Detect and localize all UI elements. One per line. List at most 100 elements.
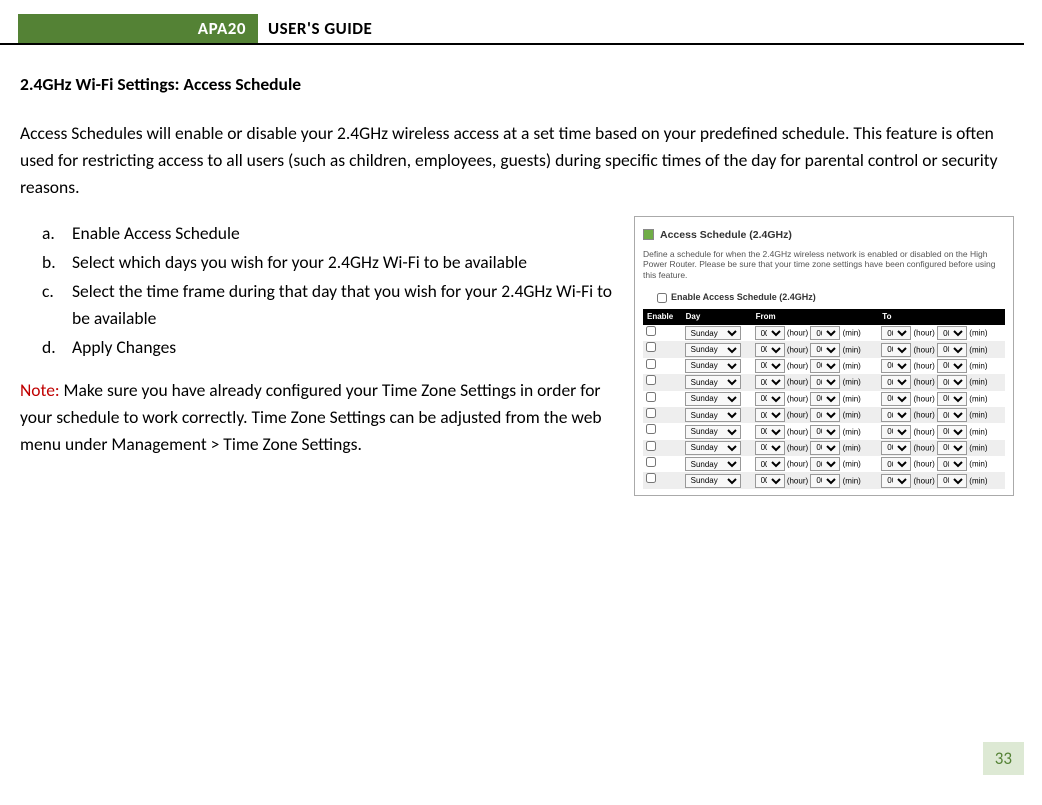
min-select[interactable]: 00 bbox=[937, 375, 967, 389]
note-paragraph: Note: Make sure you have already configu… bbox=[20, 377, 618, 458]
intro-paragraph: Access Schedules will enable or disable … bbox=[20, 120, 1014, 201]
day-select[interactable]: Sunday bbox=[685, 343, 741, 357]
min-select[interactable]: 00 bbox=[810, 408, 840, 422]
hour-select[interactable]: 00 bbox=[881, 474, 911, 488]
row-enable-checkbox[interactable] bbox=[646, 473, 656, 483]
min-unit-label: (min) bbox=[840, 361, 860, 370]
hour-select[interactable]: 00 bbox=[881, 457, 911, 471]
step-label: a. bbox=[42, 220, 72, 247]
hour-unit-label: (hour) bbox=[785, 361, 811, 370]
min-select[interactable]: 00 bbox=[810, 343, 840, 357]
min-select[interactable]: 00 bbox=[810, 425, 840, 439]
enable-schedule-label: Enable Access Schedule (2.4GHz) bbox=[671, 291, 816, 305]
hour-unit-label: (hour) bbox=[911, 476, 937, 485]
min-select[interactable]: 00 bbox=[810, 375, 840, 389]
col-to: To bbox=[878, 309, 1005, 325]
min-select[interactable]: 00 bbox=[937, 474, 967, 488]
row-enable-checkbox[interactable] bbox=[646, 326, 656, 336]
row-enable-checkbox[interactable] bbox=[646, 424, 656, 434]
min-select[interactable]: 00 bbox=[937, 441, 967, 455]
hour-select[interactable]: 00 bbox=[881, 425, 911, 439]
hour-select[interactable]: 00 bbox=[881, 326, 911, 340]
page-number: 33 bbox=[983, 742, 1024, 775]
min-select[interactable]: 00 bbox=[810, 474, 840, 488]
hour-select[interactable]: 00 bbox=[755, 326, 785, 340]
hour-select[interactable]: 00 bbox=[755, 474, 785, 488]
hour-select[interactable]: 00 bbox=[881, 408, 911, 422]
screenshot-title: Access Schedule (2.4GHz) bbox=[660, 227, 792, 243]
table-row: Sunday00 (hour) 00 (min)00 (hour) 00 (mi… bbox=[643, 456, 1005, 472]
min-select[interactable]: 00 bbox=[937, 408, 967, 422]
hour-select[interactable]: 00 bbox=[755, 457, 785, 471]
day-select[interactable]: Sunday bbox=[685, 457, 741, 471]
hour-unit-label: (hour) bbox=[911, 345, 937, 354]
hour-unit-label: (hour) bbox=[911, 329, 937, 338]
min-select[interactable]: 00 bbox=[810, 457, 840, 471]
hour-select[interactable]: 00 bbox=[755, 425, 785, 439]
min-select[interactable]: 00 bbox=[937, 392, 967, 406]
table-row: Sunday00 (hour) 00 (min)00 (hour) 00 (mi… bbox=[643, 407, 1005, 423]
min-unit-label: (min) bbox=[967, 411, 987, 420]
hour-select[interactable]: 00 bbox=[755, 343, 785, 357]
row-enable-checkbox[interactable] bbox=[646, 408, 656, 418]
min-select[interactable]: 00 bbox=[937, 343, 967, 357]
day-select[interactable]: Sunday bbox=[685, 375, 741, 389]
min-unit-label: (min) bbox=[967, 476, 987, 485]
hour-select[interactable]: 00 bbox=[755, 359, 785, 373]
hour-select[interactable]: 00 bbox=[881, 392, 911, 406]
hour-select[interactable]: 00 bbox=[755, 392, 785, 406]
min-unit-label: (min) bbox=[840, 476, 860, 485]
day-select[interactable]: Sunday bbox=[685, 408, 741, 422]
min-unit-label: (min) bbox=[840, 443, 860, 452]
day-select[interactable]: Sunday bbox=[685, 359, 741, 373]
hour-unit-label: (hour) bbox=[785, 329, 811, 338]
hour-unit-label: (hour) bbox=[785, 378, 811, 387]
day-select[interactable]: Sunday bbox=[685, 474, 741, 488]
note-text-part1: Make sure you have already configured yo… bbox=[20, 379, 602, 455]
hour-unit-label: (hour) bbox=[911, 460, 937, 469]
enable-schedule-checkbox[interactable] bbox=[657, 293, 667, 303]
row-enable-checkbox[interactable] bbox=[646, 359, 656, 369]
hour-select[interactable]: 00 bbox=[881, 441, 911, 455]
min-select[interactable]: 00 bbox=[810, 392, 840, 406]
hour-unit-label: (hour) bbox=[911, 411, 937, 420]
hour-unit-label: (hour) bbox=[785, 411, 811, 420]
hour-select[interactable]: 00 bbox=[881, 343, 911, 357]
table-row: Sunday00 (hour) 00 (min)00 (hour) 00 (mi… bbox=[643, 391, 1005, 407]
list-item: c.Select the time frame during that day … bbox=[42, 278, 618, 332]
col-day: Day bbox=[682, 309, 752, 325]
hour-select[interactable]: 00 bbox=[755, 375, 785, 389]
min-select[interactable]: 00 bbox=[937, 457, 967, 471]
day-select[interactable]: Sunday bbox=[685, 425, 741, 439]
day-select[interactable]: Sunday bbox=[685, 441, 741, 455]
min-select[interactable]: 00 bbox=[810, 441, 840, 455]
min-select[interactable]: 00 bbox=[810, 359, 840, 373]
min-select[interactable]: 00 bbox=[937, 425, 967, 439]
table-row: Sunday00 (hour) 00 (min)00 (hour) 00 (mi… bbox=[643, 374, 1005, 390]
min-select[interactable]: 00 bbox=[810, 326, 840, 340]
hour-unit-label: (hour) bbox=[785, 443, 811, 452]
row-enable-checkbox[interactable] bbox=[646, 392, 656, 402]
min-unit-label: (min) bbox=[840, 411, 860, 420]
guide-title: USER'S GUIDE bbox=[258, 14, 372, 43]
row-enable-checkbox[interactable] bbox=[646, 441, 656, 451]
hour-select[interactable]: 00 bbox=[755, 408, 785, 422]
step-label: d. bbox=[42, 334, 72, 361]
row-enable-checkbox[interactable] bbox=[646, 375, 656, 385]
row-enable-checkbox[interactable] bbox=[646, 457, 656, 467]
row-enable-checkbox[interactable] bbox=[646, 342, 656, 352]
hour-select[interactable]: 00 bbox=[881, 359, 911, 373]
min-select[interactable]: 00 bbox=[937, 326, 967, 340]
hour-select[interactable]: 00 bbox=[881, 375, 911, 389]
min-select[interactable]: 00 bbox=[937, 359, 967, 373]
hour-unit-label: (hour) bbox=[785, 345, 811, 354]
day-select[interactable]: Sunday bbox=[685, 392, 741, 406]
step-text: Select the time frame during that day th… bbox=[72, 278, 618, 332]
day-select[interactable]: Sunday bbox=[685, 326, 741, 340]
product-badge: APA20 bbox=[18, 14, 258, 43]
step-text: Select which days you wish for your 2.4G… bbox=[72, 249, 527, 276]
page-content: 2.4GHz Wi-Fi Settings: Access Schedule A… bbox=[0, 45, 1042, 496]
schedule-table: Enable Day From To Sunday00 (hour) 00 (m… bbox=[643, 309, 1005, 489]
hour-select[interactable]: 00 bbox=[755, 441, 785, 455]
min-unit-label: (min) bbox=[840, 345, 860, 354]
